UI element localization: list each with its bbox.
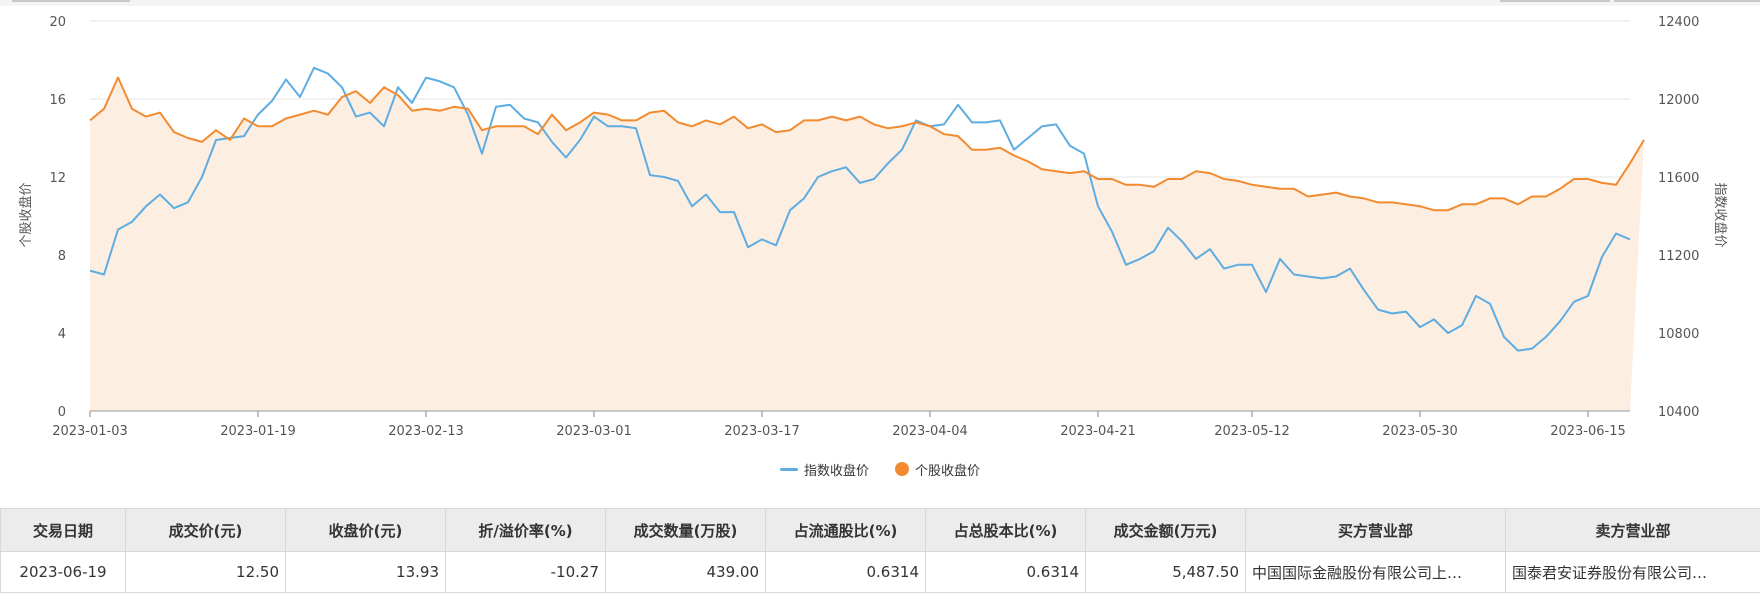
legend-item-index[interactable]: 指数收盘价 [780, 458, 869, 480]
chart-legend: 指数收盘价 个股收盘价 [0, 458, 1760, 480]
y-right-tick-label: 12400 [1658, 15, 1699, 30]
cell-buyer[interactable]: 中国国际金融股份有限公司上… [1246, 552, 1506, 593]
col-header[interactable]: 卖方营业部 [1506, 509, 1760, 552]
col-header[interactable]: 交易日期 [1, 509, 126, 552]
col-header[interactable]: 成交价(元) [126, 509, 286, 552]
x-tick-label: 2023-04-21 [1060, 424, 1136, 439]
cell-premium: -10.27 [446, 552, 606, 593]
block-trade-table: 交易日期 成交价(元) 收盘价(元) 折/溢价率(%) 成交数量(万股) 占流通… [0, 508, 1760, 593]
y-right-tick-label: 10400 [1658, 405, 1699, 420]
x-tick-label: 2023-06-15 [1550, 424, 1626, 439]
col-header[interactable]: 收盘价(元) [286, 509, 446, 552]
cell-close: 13.93 [286, 552, 446, 593]
y-left-axis-label: 个股收盘价 [18, 182, 34, 247]
col-header[interactable]: 占流通股比(%) [766, 509, 926, 552]
col-header[interactable]: 占总股本比(%) [926, 509, 1086, 552]
col-header[interactable]: 折/溢价率(%) [446, 509, 606, 552]
y-right-tick-label: 10800 [1658, 327, 1699, 342]
x-tick-label: 2023-01-03 [52, 424, 128, 439]
legend-label-stock: 个股收盘价 [915, 460, 980, 479]
stock-area-fill [90, 78, 1644, 412]
cell-date: 2023-06-19 [1, 552, 126, 593]
cell-seller[interactable]: 国泰君安证券股份有限公司… [1506, 552, 1760, 593]
y-right-axis-label: 指数收盘价 [1712, 182, 1728, 247]
x-tick-label: 2023-01-19 [220, 424, 296, 439]
col-header[interactable]: 成交金额(万元) [1086, 509, 1246, 552]
x-tick-label: 2023-03-17 [724, 424, 800, 439]
table-header-row: 交易日期 成交价(元) 收盘价(元) 折/溢价率(%) 成交数量(万股) 占流通… [1, 509, 1760, 552]
stock-area [90, 78, 1644, 412]
cell-amount: 5,487.50 [1086, 552, 1246, 593]
cell-total-ratio: 0.6314 [926, 552, 1086, 593]
legend-label-index: 指数收盘价 [804, 460, 869, 479]
y-right-tick-label: 11600 [1658, 171, 1699, 186]
x-tick-label: 2023-02-13 [388, 424, 464, 439]
legend-line-icon [780, 468, 798, 471]
legend-dot-icon [895, 462, 909, 476]
y-left-tick-label: 8 [58, 249, 66, 264]
table-row: 2023-06-19 12.50 13.93 -10.27 439.00 0.6… [1, 552, 1760, 593]
x-tick-label: 2023-03-01 [556, 424, 632, 439]
y-left-tick-label: 16 [49, 93, 66, 108]
y-left-tick-label: 12 [49, 171, 66, 186]
col-header[interactable]: 买方营业部 [1246, 509, 1506, 552]
y-left-tick-label: 20 [49, 15, 66, 30]
x-tick-label: 2023-04-04 [892, 424, 968, 439]
x-tick-label: 2023-05-30 [1382, 424, 1458, 439]
col-header[interactable]: 成交数量(万股) [606, 509, 766, 552]
cell-float-ratio: 0.6314 [766, 552, 926, 593]
legend-item-stock[interactable]: 个股收盘价 [895, 458, 980, 480]
y-right-tick-label: 12000 [1658, 93, 1699, 108]
y-left-tick-label: 0 [58, 405, 66, 420]
cell-price: 12.50 [126, 552, 286, 593]
x-tick-label: 2023-05-12 [1214, 424, 1290, 439]
y-left-tick-label: 4 [58, 327, 66, 342]
y-right-tick-label: 11200 [1658, 249, 1699, 264]
cell-volume: 439.00 [606, 552, 766, 593]
price-chart: 0 4 8 12 16 20 10400 10800 11200 11600 12000 12400 2… [0, 0, 1760, 450]
